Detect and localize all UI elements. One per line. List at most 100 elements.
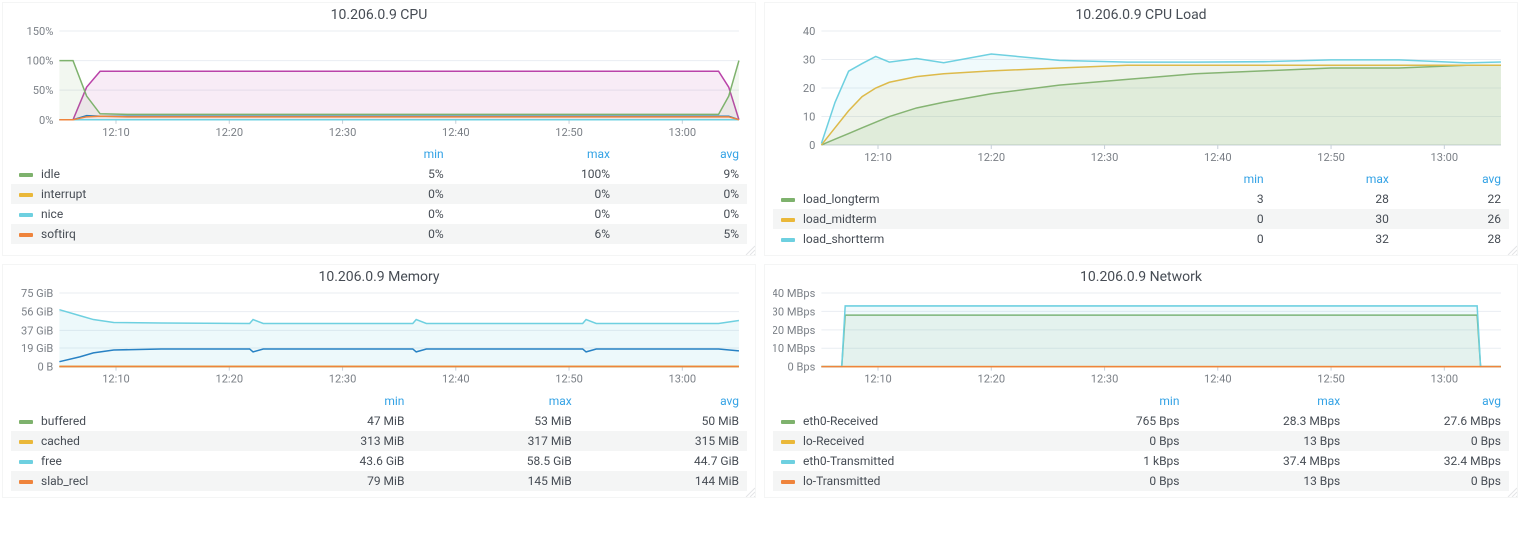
legend-col-max[interactable]: max <box>1272 169 1397 189</box>
resize-handle-icon[interactable] <box>1505 243 1517 255</box>
svg-text:0 B: 0 B <box>37 361 53 374</box>
legend-value: 315 MiB <box>580 431 747 451</box>
svg-text:0: 0 <box>809 139 815 152</box>
legend-value: 0% <box>618 204 747 224</box>
svg-text:12:10: 12:10 <box>864 151 892 163</box>
panel-title[interactable]: 10.206.0.9 CPU <box>11 7 747 23</box>
svg-text:12:30: 12:30 <box>1091 373 1119 385</box>
svg-text:40: 40 <box>803 27 815 38</box>
svg-text:13:00: 13:00 <box>669 126 697 138</box>
legend-series-name: load_shortterm <box>803 232 884 246</box>
svg-text:12:20: 12:20 <box>215 373 243 385</box>
legend-row[interactable]: load_shortterm03228 <box>773 229 1509 249</box>
legend-row[interactable]: softirq0%6%5% <box>11 224 747 244</box>
legend-swatch <box>781 198 795 202</box>
legend-row[interactable]: interrupt0%0%0% <box>11 184 747 204</box>
legend-row[interactable]: nice0%0%0% <box>11 204 747 224</box>
legend-row[interactable]: eth0-Transmitted1 kBps37.4 MBps32.4 MBps <box>773 451 1509 471</box>
legend-value: 28 <box>1272 189 1397 209</box>
panel-cpu[interactable]: 10.206.0.9 CPU 0%50%100%150%12:1012:2012… <box>2 2 756 256</box>
legend-col-avg[interactable]: avg <box>1397 169 1509 189</box>
svg-text:12:20: 12:20 <box>977 151 1005 163</box>
legend-col-min[interactable]: min <box>1057 391 1188 411</box>
legend-swatch <box>19 440 33 444</box>
legend-value: 28.3 MBps <box>1187 411 1348 431</box>
legend-col-avg[interactable]: avg <box>1348 391 1509 411</box>
legend-col-avg[interactable]: avg <box>580 391 747 411</box>
svg-text:12:10: 12:10 <box>102 126 130 138</box>
svg-text:19 GiB: 19 GiB <box>21 342 53 355</box>
legend-value: 313 MiB <box>245 431 412 451</box>
legend-col-min[interactable]: min <box>245 391 412 411</box>
legend-value: 28 <box>1397 229 1509 249</box>
legend-col-max[interactable]: max <box>452 144 618 164</box>
svg-text:56 GiB: 56 GiB <box>21 306 53 319</box>
legend-value: 79 MiB <box>245 471 412 491</box>
legend-value: 3 <box>1156 189 1272 209</box>
svg-text:12:50: 12:50 <box>555 126 583 138</box>
legend-value: 44.7 GiB <box>580 451 747 471</box>
svg-text:0 Bps: 0 Bps <box>788 361 816 374</box>
legend-value: 0 <box>1156 209 1272 229</box>
resize-handle-icon[interactable] <box>1505 485 1517 497</box>
legend-col-max[interactable]: max <box>412 391 579 411</box>
chart-cpuload[interactable]: 01020304012:1012:2012:3012:4012:5013:00 <box>773 27 1509 163</box>
svg-text:13:00: 13:00 <box>669 373 697 385</box>
legend-series-name: eth0-Transmitted <box>803 454 894 468</box>
panel-cpuload[interactable]: 10.206.0.9 CPU Load 01020304012:1012:201… <box>764 2 1518 256</box>
legend-value: 6% <box>452 224 618 244</box>
legend-row[interactable]: load_midterm03026 <box>773 209 1509 229</box>
svg-text:75 GiB: 75 GiB <box>21 289 53 300</box>
legend-row[interactable]: idle5%100%9% <box>11 164 747 184</box>
legend-swatch <box>19 233 33 237</box>
svg-text:20: 20 <box>803 82 815 95</box>
panel-memory[interactable]: 10.206.0.9 Memory 0 B19 GiB37 GiB56 GiB7… <box>2 264 756 498</box>
legend-series-name: lo-Received <box>803 434 864 448</box>
legend-col-max[interactable]: max <box>1187 391 1348 411</box>
svg-text:12:30: 12:30 <box>329 373 357 385</box>
legend-row[interactable]: lo-Received0 Bps13 Bps0 Bps <box>773 431 1509 451</box>
legend-value: 0 Bps <box>1348 431 1509 451</box>
svg-text:30: 30 <box>803 54 815 67</box>
legend-col-min[interactable]: min <box>318 144 451 164</box>
legend-row[interactable]: free43.6 GiB58.5 GiB44.7 GiB <box>11 451 747 471</box>
panel-title[interactable]: 10.206.0.9 CPU Load <box>773 7 1509 23</box>
svg-text:12:30: 12:30 <box>329 126 357 138</box>
legend-series-name: nice <box>41 207 63 221</box>
legend-row[interactable]: slab_recl79 MiB145 MiB144 MiB <box>11 471 747 491</box>
svg-text:0%: 0% <box>39 114 53 127</box>
resize-handle-icon[interactable] <box>743 485 755 497</box>
legend-row[interactable]: buffered47 MiB53 MiB50 MiB <box>11 411 747 431</box>
resize-handle-icon[interactable] <box>743 243 755 255</box>
legend-value: 765 Bps <box>1057 411 1188 431</box>
chart-network[interactable]: 0 Bps10 MBps20 MBps30 MBps40 MBps12:1012… <box>773 289 1509 385</box>
legend-value: 37.4 MBps <box>1187 451 1348 471</box>
legend-col-min[interactable]: min <box>1156 169 1272 189</box>
legend-series-name: free <box>41 454 62 468</box>
legend-value: 58.5 GiB <box>412 451 579 471</box>
legend-swatch <box>19 460 33 464</box>
legend-row[interactable]: load_longterm32822 <box>773 189 1509 209</box>
legend-value: 145 MiB <box>412 471 579 491</box>
svg-text:12:10: 12:10 <box>864 373 892 385</box>
legend-value: 53 MiB <box>412 411 579 431</box>
legend-value: 0 Bps <box>1348 471 1509 491</box>
legend-value: 13 Bps <box>1187 431 1348 451</box>
panel-title[interactable]: 10.206.0.9 Memory <box>11 269 747 285</box>
panel-title[interactable]: 10.206.0.9 Network <box>773 269 1509 285</box>
legend-swatch <box>19 193 33 197</box>
svg-text:13:00: 13:00 <box>1431 373 1459 385</box>
chart-memory[interactable]: 0 B19 GiB37 GiB56 GiB75 GiB12:1012:2012:… <box>11 289 747 385</box>
legend-series-name: load_midterm <box>803 212 877 226</box>
svg-text:12:40: 12:40 <box>442 126 470 138</box>
legend-row[interactable]: lo-Transmitted0 Bps13 Bps0 Bps <box>773 471 1509 491</box>
panel-network[interactable]: 10.206.0.9 Network 0 Bps10 MBps20 MBps30… <box>764 264 1518 498</box>
legend-row[interactable]: eth0-Received765 Bps28.3 MBps27.6 MBps <box>773 411 1509 431</box>
legend-value: 1 kBps <box>1057 451 1188 471</box>
chart-cpu[interactable]: 0%50%100%150%12:1012:2012:3012:4012:5013… <box>11 27 747 138</box>
legend-series-name: eth0-Received <box>803 414 878 428</box>
svg-text:10 MBps: 10 MBps <box>773 342 816 355</box>
legend-value: 9% <box>618 164 747 184</box>
legend-row[interactable]: cached313 MiB317 MiB315 MiB <box>11 431 747 451</box>
legend-col-avg[interactable]: avg <box>618 144 747 164</box>
